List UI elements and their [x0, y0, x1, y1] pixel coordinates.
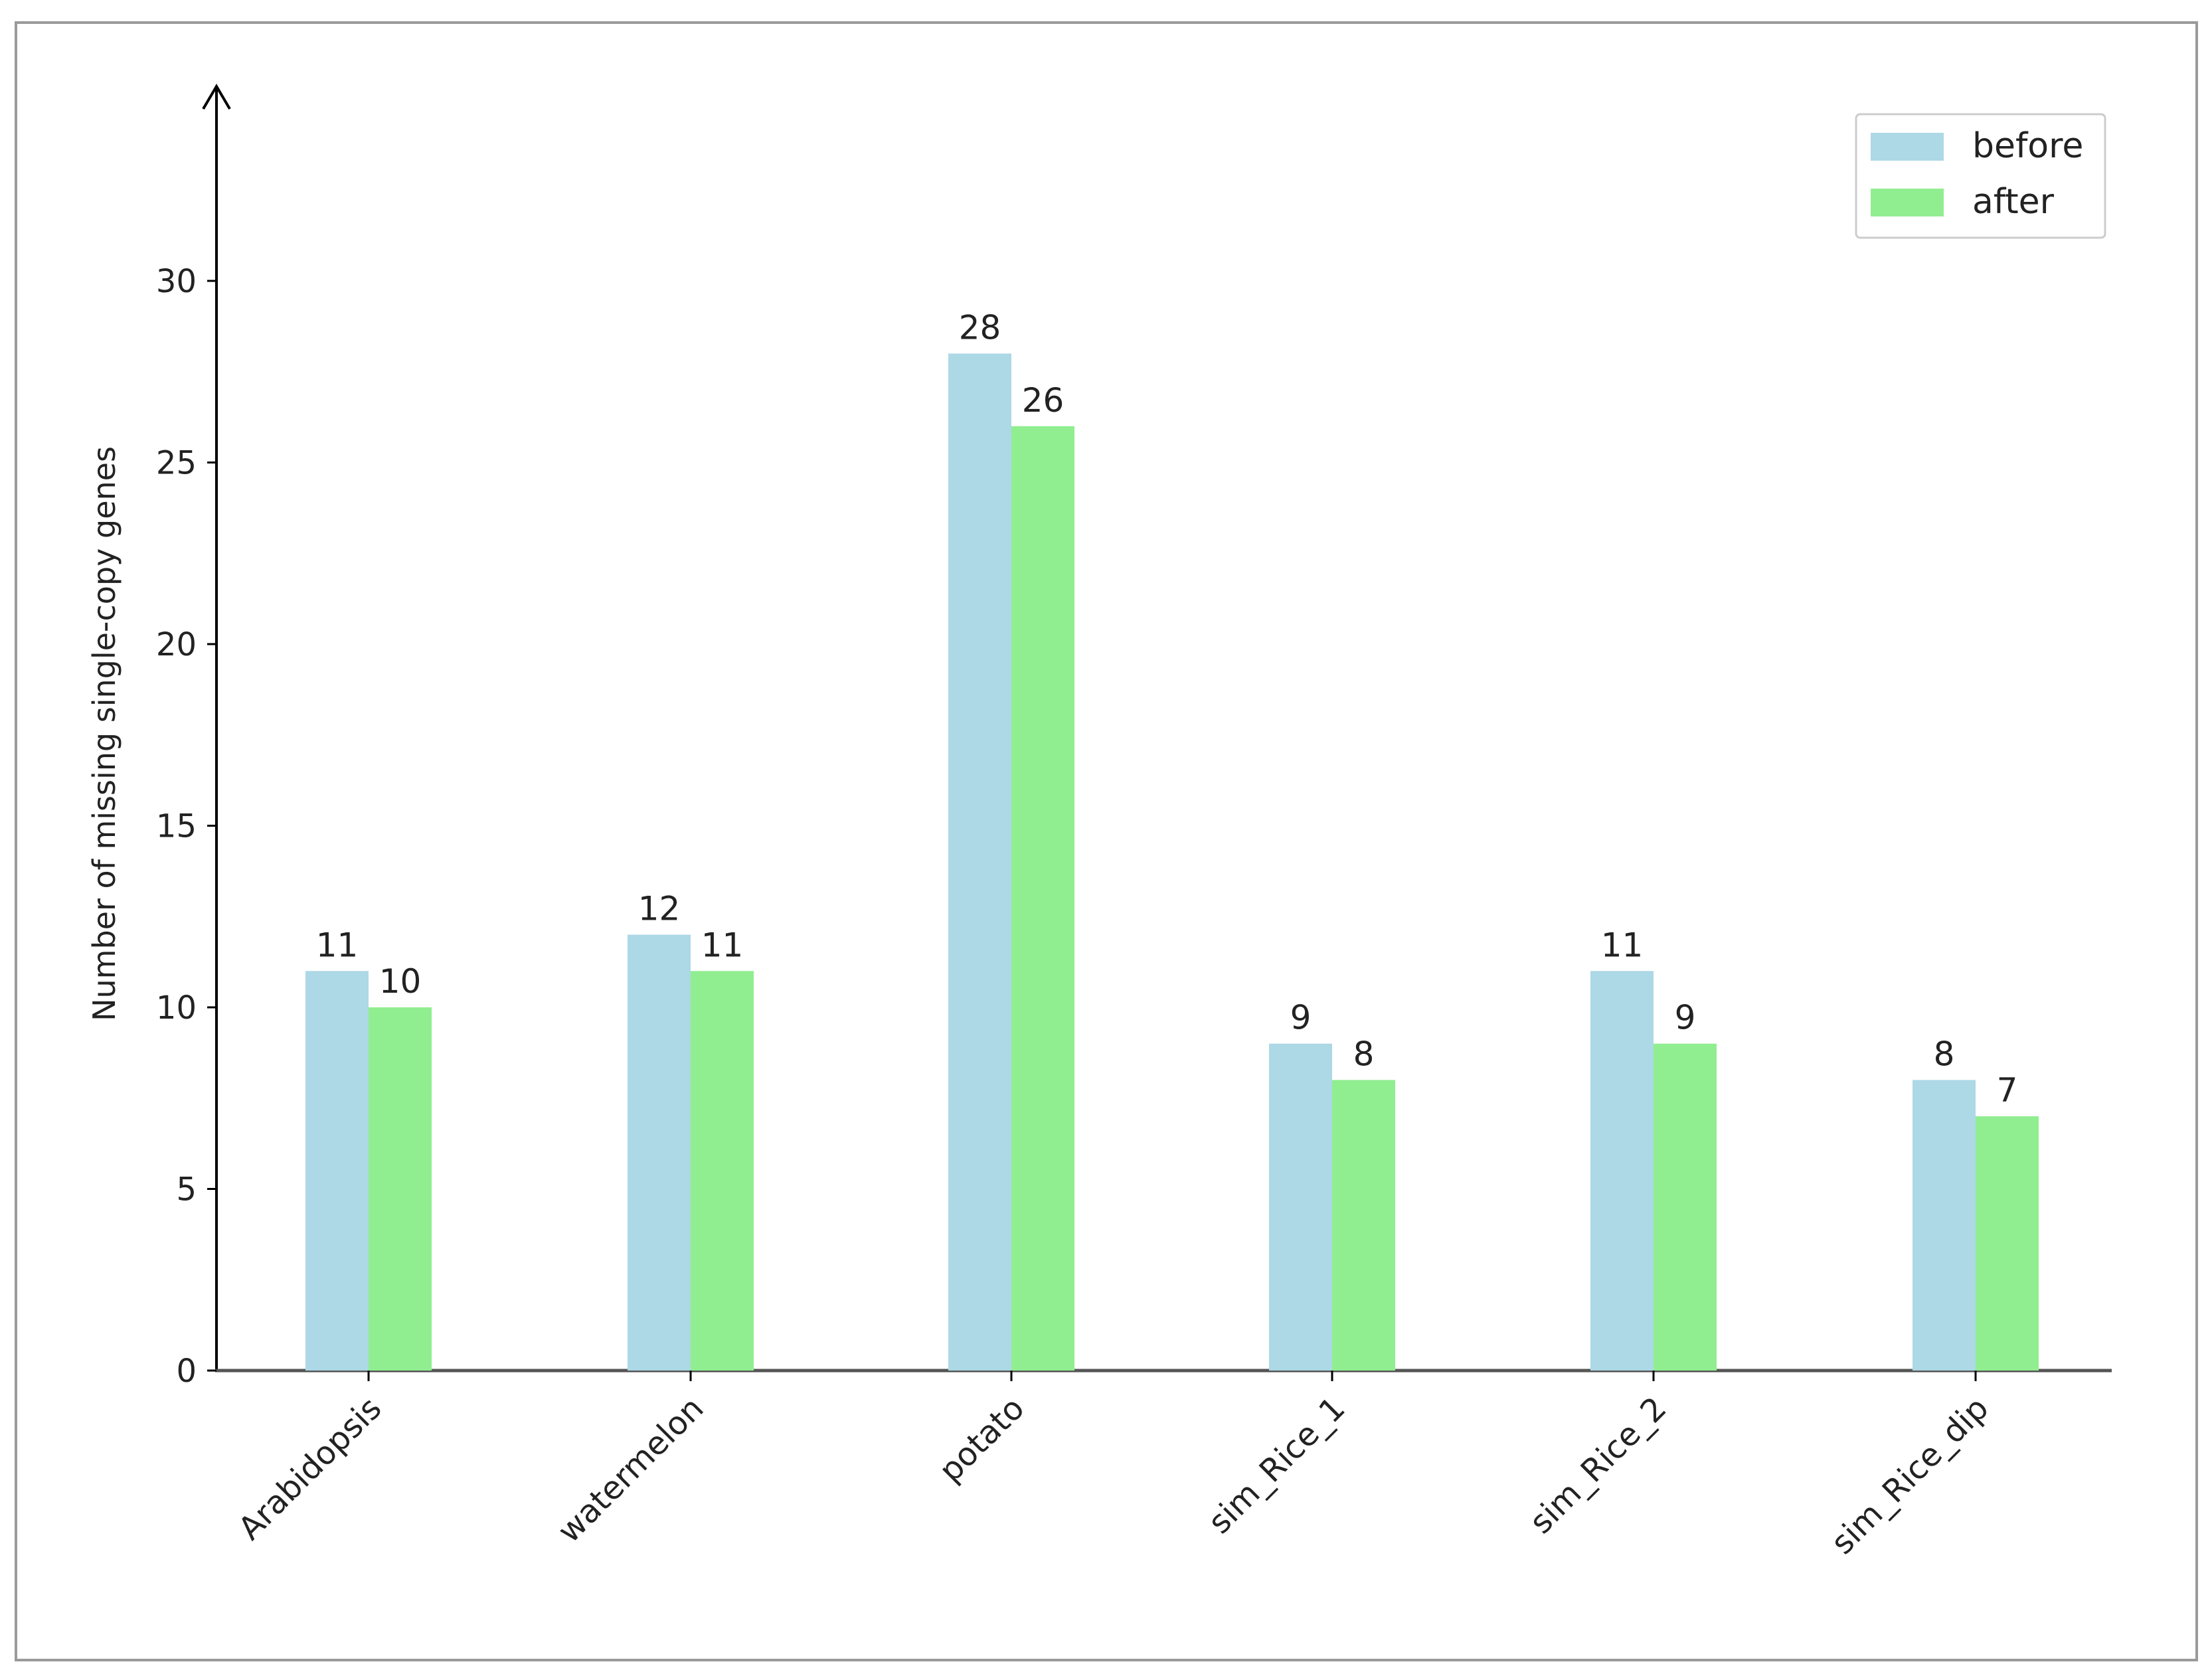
data-label-before-watermelon: 12 [638, 890, 681, 928]
legend: before after [1855, 113, 2106, 239]
x-tick-label: sim_Rice_dip [1824, 1390, 1996, 1562]
bar-before-sim_Rice_dip [1913, 1080, 1976, 1371]
data-label-after-sim_Rice_dip: 7 [1997, 1071, 2018, 1110]
x-tick-label: sim_Rice_1 [1201, 1390, 1353, 1541]
y-tick-label: 15 [156, 808, 197, 845]
bar-before-potato [948, 353, 1011, 1371]
data-label-before-sim_Rice_1: 9 [1290, 999, 1312, 1037]
data-label-after-watermelon: 11 [701, 926, 744, 964]
y-tick-label: 5 [176, 1171, 197, 1209]
data-label-after-Arabidopsis: 10 [379, 962, 422, 1001]
x-tick-label: watermelon [551, 1390, 711, 1550]
bar-before-Arabidopsis [305, 971, 369, 1371]
bar-before-watermelon [628, 934, 691, 1371]
x-tick-label: Arabidopsis [231, 1390, 388, 1547]
x-tick-label: sim_Rice_2 [1523, 1390, 1674, 1541]
data-label-before-potato: 28 [959, 308, 1001, 347]
y-tick-label: 30 [156, 263, 197, 300]
data-label-after-potato: 26 [1022, 381, 1064, 420]
y-tick-label: 25 [156, 445, 197, 482]
axes: 0 5 10 15 20 25 30 Arabidopsis watermelon potato s… [156, 84, 2112, 1562]
bar-after-sim_Rice_1 [1332, 1080, 1395, 1371]
data-label-after-sim_Rice_1: 8 [1353, 1035, 1375, 1073]
y-axis-title: Number of missing single-copy genes [86, 446, 122, 1021]
bar-after-sim_Rice_dip [1976, 1116, 2039, 1371]
bar-before-sim_Rice_2 [1590, 971, 1654, 1371]
legend-swatch-before [1871, 133, 1944, 161]
bar-after-potato [1011, 426, 1074, 1371]
data-label-before-sim_Rice_dip: 8 [1934, 1035, 1955, 1073]
data-label-before-sim_Rice_2: 11 [1601, 926, 1644, 964]
legend-label-before: before [1972, 126, 2083, 166]
y-tick-label: 10 [156, 989, 197, 1027]
bars [305, 353, 2039, 1371]
x-tick-label: potato [932, 1390, 1031, 1489]
data-labels: 11 12 28 9 11 8 10 11 26 8 9 7 [316, 308, 2018, 1110]
y-tick-label: 20 [156, 626, 197, 663]
bar-after-watermelon [691, 971, 754, 1371]
chart-frame [15, 21, 2198, 1661]
y-axis-arrow [202, 84, 231, 110]
bar-after-sim_Rice_2 [1654, 1043, 1717, 1371]
data-label-before-Arabidopsis: 11 [316, 926, 359, 964]
bar-after-Arabidopsis [369, 1007, 432, 1371]
data-label-after-sim_Rice_2: 9 [1675, 999, 1696, 1037]
legend-label-after: after [1972, 182, 2055, 222]
y-tick-label: 0 [176, 1353, 197, 1390]
bar-before-sim_Rice_1 [1269, 1043, 1332, 1371]
legend-swatch-after [1871, 189, 1944, 216]
